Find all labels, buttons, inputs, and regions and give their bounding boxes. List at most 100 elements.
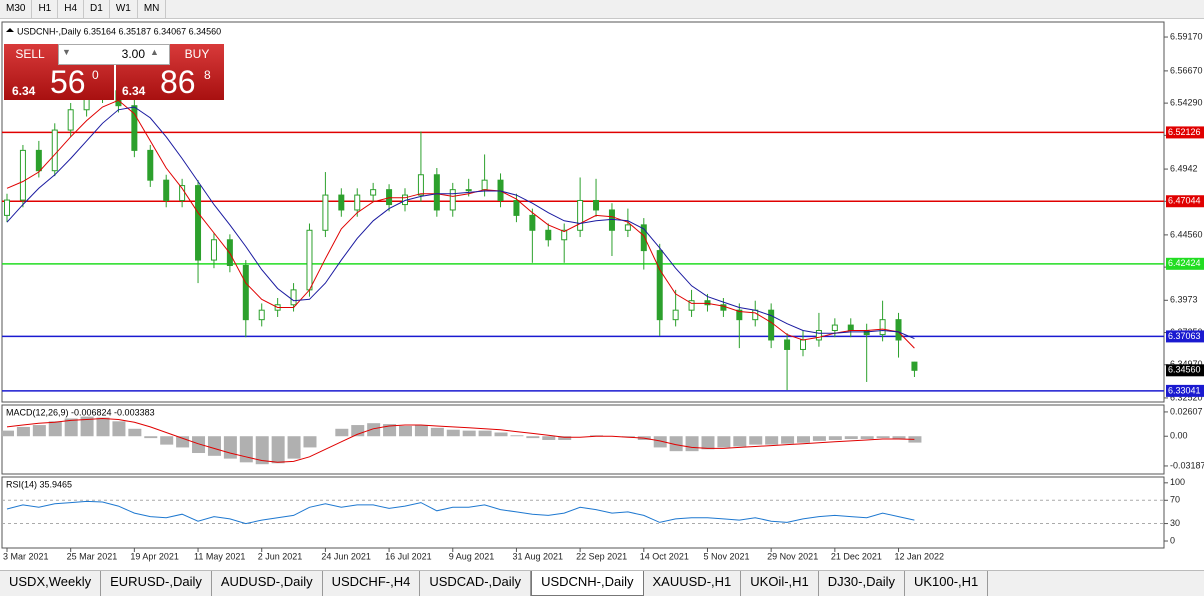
rsi-panel <box>1 476 1165 549</box>
macd-bar <box>701 436 715 450</box>
macd-bar <box>812 436 826 441</box>
price-level-label: 6.37063 <box>1168 331 1201 341</box>
bid-prefix: 6.34 <box>12 84 36 98</box>
candle-body <box>163 179 170 201</box>
y-tick-label: 6.34970 <box>1170 359 1203 369</box>
macd-bar <box>717 436 731 448</box>
macd-bar <box>908 436 922 443</box>
candle-body <box>704 300 711 306</box>
volume-input[interactable] <box>58 44 170 65</box>
timeframe-button[interactable]: H1 <box>32 0 59 18</box>
macd-bar <box>876 436 890 439</box>
macd-bar <box>48 421 62 437</box>
collapse-icon[interactable] <box>6 28 14 32</box>
rsi-line <box>6 500 915 525</box>
candle-body <box>784 339 791 350</box>
macd-bar <box>160 436 174 445</box>
macd-bar <box>797 436 810 443</box>
candle-body <box>545 229 552 241</box>
candle-body <box>561 229 568 241</box>
candle-body <box>481 179 488 191</box>
y-tick-label: 6.4942 <box>1170 163 1198 173</box>
x-tick-label: 24 Jun 2021 <box>321 551 371 561</box>
macd-bar <box>96 417 110 437</box>
candle-body <box>656 250 663 321</box>
symbol-tab[interactable]: EURUSD-,Daily <box>101 571 212 596</box>
price-level-tag <box>1166 257 1204 270</box>
timeframe-button[interactable]: H4 <box>58 0 85 18</box>
macd-bar <box>733 436 747 447</box>
macd-bar <box>860 436 874 440</box>
symbol-tab[interactable]: DJ30-,Daily <box>819 571 905 596</box>
x-tick-label: 12 Jan 2022 <box>895 551 945 561</box>
macd-bar <box>367 423 381 437</box>
sell-button[interactable]: SELL <box>15 47 45 61</box>
symbol-tab[interactable]: UKOil-,H1 <box>741 571 819 596</box>
symbol-tab[interactable]: USDCAD-,Daily <box>420 571 532 596</box>
bid-small: 0 <box>92 68 99 82</box>
candle-body <box>624 224 631 231</box>
buy-button[interactable]: BUY <box>184 47 210 61</box>
y-tick-label: 0.00 <box>1170 431 1188 441</box>
price-level-tag <box>1166 195 1204 208</box>
macd-bar <box>462 430 476 437</box>
macd-bar <box>128 428 142 437</box>
timeframe-button[interactable]: MN <box>138 0 167 18</box>
x-tick-label: 22 Sep 2021 <box>576 551 627 561</box>
candle-body <box>800 339 806 350</box>
ask-prefix: 6.34 <box>122 84 146 98</box>
x-tick-label: 5 Nov 2021 <box>703 551 749 561</box>
macd-bar <box>351 425 365 437</box>
symbol-tab[interactable]: XAUUSD-,H1 <box>644 571 742 596</box>
macd-bar <box>176 436 190 448</box>
y-tick-label: 100 <box>1170 477 1185 487</box>
rsi-title: RSI(14) 35.9465 <box>6 479 72 489</box>
macd-bar <box>781 436 795 444</box>
macd-bar <box>478 430 492 437</box>
volume-value[interactable]: 3.00 <box>121 47 145 61</box>
candle-body <box>354 194 361 211</box>
y-tick-label: 6.56670 <box>1170 65 1203 75</box>
moving-average <box>6 99 915 349</box>
candle-body <box>879 319 886 336</box>
ask-small: 8 <box>204 68 211 82</box>
candle-body <box>831 324 838 331</box>
macd-bar <box>207 436 221 456</box>
macd-bar <box>223 436 237 459</box>
volume-down[interactable]: ▼ <box>62 47 71 57</box>
symbol-tab[interactable]: USDCNH-,Daily <box>531 571 644 596</box>
candle-body <box>815 329 822 341</box>
macd-bar <box>303 436 317 448</box>
timeframe-toolbar: M30 H1 H4 D1 W1 MN <box>0 0 1204 19</box>
y-tick-label: 0 <box>1170 535 1175 545</box>
candle-body <box>497 179 504 201</box>
macd-bar <box>828 436 842 440</box>
symbol-tabs: USDX,Weekly EURUSD-,Daily AUDUSD-,Daily USD… <box>0 570 1204 596</box>
candle-body <box>863 329 870 336</box>
symbol-tab[interactable]: USDX,Weekly <box>0 571 102 596</box>
candle-body <box>4 199 10 216</box>
x-tick-label: 9 Aug 2021 <box>449 551 495 561</box>
symbol-tab[interactable]: AUDUSD-,Daily <box>212 571 323 596</box>
macd-bar <box>844 436 858 440</box>
x-tick-label: 25 Mar 2021 <box>67 551 118 561</box>
timeframe-button[interactable]: D1 <box>84 0 110 18</box>
candle-body <box>593 199 600 211</box>
symbol-tab[interactable]: UK100-,H1 <box>905 571 989 596</box>
bid-big: 56 <box>50 64 86 100</box>
price-level-tag <box>1166 126 1204 139</box>
symbol-tab[interactable]: USDCHF-,H4 <box>323 571 421 596</box>
timeframe-button[interactable]: W1 <box>110 0 138 18</box>
volume-up[interactable]: ▲ <box>150 47 159 57</box>
macd-bar <box>335 428 349 437</box>
macd-bar <box>255 436 269 465</box>
price-level-label: 6.47044 <box>1168 196 1201 206</box>
y-tick-label: 70 <box>1170 495 1180 505</box>
timeframe-button[interactable]: M30 <box>0 0 33 18</box>
ask-big: 86 <box>160 64 196 100</box>
candle-body <box>386 189 393 206</box>
y-tick-label: 0.02607 <box>1170 406 1203 416</box>
candle-body <box>672 309 679 321</box>
macd-bar <box>621 436 635 438</box>
macd-bar <box>669 436 683 452</box>
